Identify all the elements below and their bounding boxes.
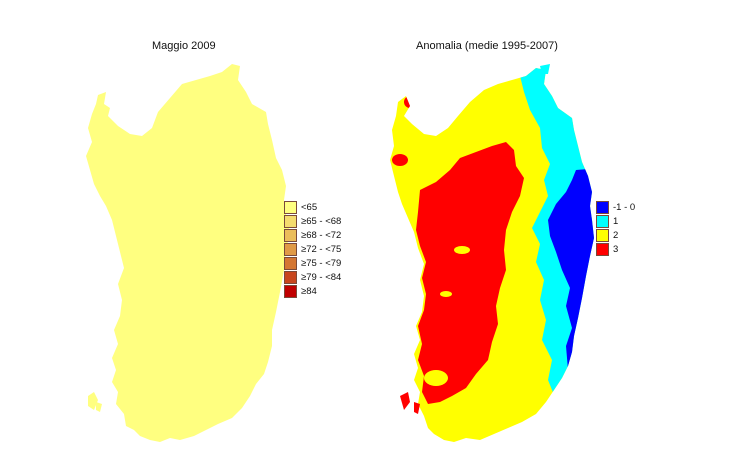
left-legend-item: ≥75 - <79 [284,256,341,270]
left-legend-item: ≥84 [284,284,341,298]
island-right-ne [540,64,550,74]
left-legend-swatch [284,200,297,214]
left-legend-label: ≥79 - <84 [301,271,342,283]
left-legend-label: ≥68 - <72 [301,229,342,241]
anomaly-zone-3 [416,142,524,404]
right-legend-swatch [596,242,609,256]
left-legend-label: <65 [301,201,318,213]
right-legend-label: -1 - 0 [613,201,636,213]
left-legend-swatch [284,214,297,228]
right-legend-swatch [596,214,609,228]
left-legend-swatch [284,256,297,270]
island-right-s [414,402,420,414]
sardinia-shape-left [86,64,290,442]
left-legend-item: ≥65 - <68 [284,214,341,228]
island-left-sw [88,392,98,410]
left-map-title: Maggio 2009 [152,40,216,52]
right-legend-label: 3 [613,243,619,255]
left-legend-item: ≥68 - <72 [284,228,341,242]
right-legend-swatch [596,228,609,242]
right-legend-item: -1 - 0 [596,200,635,214]
right-legend-item: 2 [596,228,635,242]
red-patch-w [408,260,420,268]
island-left-s [96,402,102,412]
left-legend-label: ≥65 - <68 [301,215,342,227]
left-legend-item: ≥72 - <75 [284,242,341,256]
right-legend-label: 2 [613,229,619,241]
right-legend-item: 3 [596,242,635,256]
yellow-patch-3 [440,291,452,297]
yellow-patch-1 [424,370,448,386]
right-map-title: Anomalia (medie 1995-2007) [416,40,558,52]
right-legend-item: 1 [596,214,635,228]
left-legend-label: ≥84 [301,285,317,297]
left-legend-swatch [284,228,297,242]
left-legend-swatch [284,270,297,284]
right-legend: -1 - 0 1 2 3 [596,200,635,256]
yellow-patch-2 [454,246,470,254]
left-legend-label: ≥75 - <79 [301,257,342,269]
right-legend-swatch [596,200,609,214]
island-right-sw [400,392,410,410]
left-legend: <65 ≥65 - <68 ≥68 - <72 ≥72 - <75 ≥75 - <79 ≥… [284,200,341,298]
right-legend-label: 1 [613,215,619,227]
red-patch-n [404,96,416,108]
left-legend-label: ≥72 - <75 [301,243,342,255]
left-legend-swatch [284,242,297,256]
left-legend-swatch [284,284,297,298]
left-legend-item: <65 [284,200,341,214]
left-legend-item: ≥79 - <84 [284,270,341,284]
red-patch-nw [392,154,408,166]
